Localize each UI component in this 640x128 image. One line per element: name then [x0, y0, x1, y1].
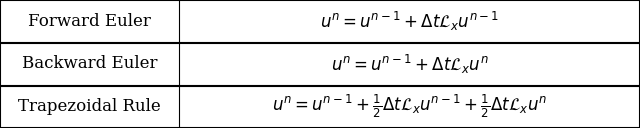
- Text: Backward Euler: Backward Euler: [22, 56, 157, 72]
- Text: Forward Euler: Forward Euler: [28, 13, 151, 30]
- Text: $u^n = u^{n-1} + \Delta t\mathcal{L}_x u^{n-1}$: $u^n = u^{n-1} + \Delta t\mathcal{L}_x u…: [320, 10, 499, 33]
- Text: Trapezoidal Rule: Trapezoidal Rule: [18, 98, 161, 115]
- Text: $u^n = u^{n-1} + \Delta t\mathcal{L}_x u^{n}$: $u^n = u^{n-1} + \Delta t\mathcal{L}_x u…: [331, 52, 488, 76]
- Text: $u^n = u^{n-1} + \frac{1}{2}\Delta t\mathcal{L}_x u^{n-1} + \frac{1}{2}\Delta t\: $u^n = u^{n-1} + \frac{1}{2}\Delta t\mat…: [272, 93, 547, 120]
